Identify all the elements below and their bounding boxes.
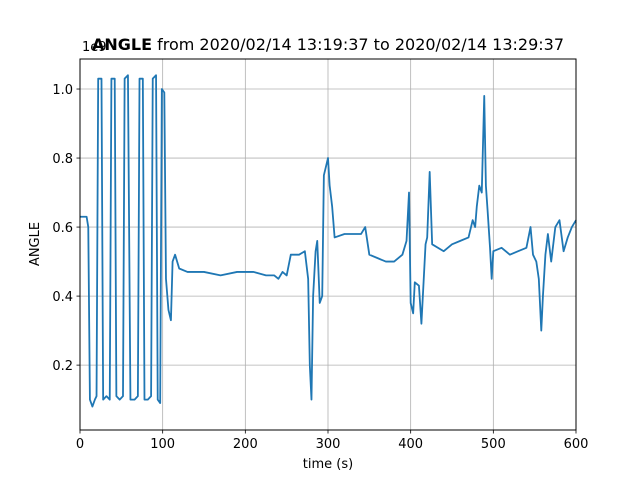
y-axis-label: ANGLE	[28, 222, 43, 266]
title-text: from 2020/02/14 13:19:37 to 2020/02/14 1…	[157, 35, 564, 54]
x-tick-label: 300	[316, 437, 341, 452]
y-tick-label: 1.0	[52, 83, 73, 98]
y-tick-label: 0.4	[52, 290, 73, 305]
x-tick-label: 400	[398, 437, 423, 452]
x-tick-label: 200	[233, 437, 258, 452]
x-tick-label: 600	[564, 437, 589, 452]
x-tick-label: 100	[150, 437, 175, 452]
y-tick-label: 0.6	[52, 221, 73, 236]
x-axis-label: time (s)	[303, 457, 353, 472]
data-line	[80, 74, 577, 408]
y-tick-label: 0.2	[52, 359, 73, 374]
chart-title: ANGLE from 2020/02/14 13:19:37 to 2020/0…	[92, 35, 564, 54]
y-offset-text: 1e9	[82, 40, 107, 55]
y-tick-label: 0.8	[52, 152, 73, 167]
x-tick-label: 500	[481, 437, 506, 452]
title-bold: ANGLE	[92, 35, 152, 54]
x-tick-label: 0	[76, 437, 84, 452]
